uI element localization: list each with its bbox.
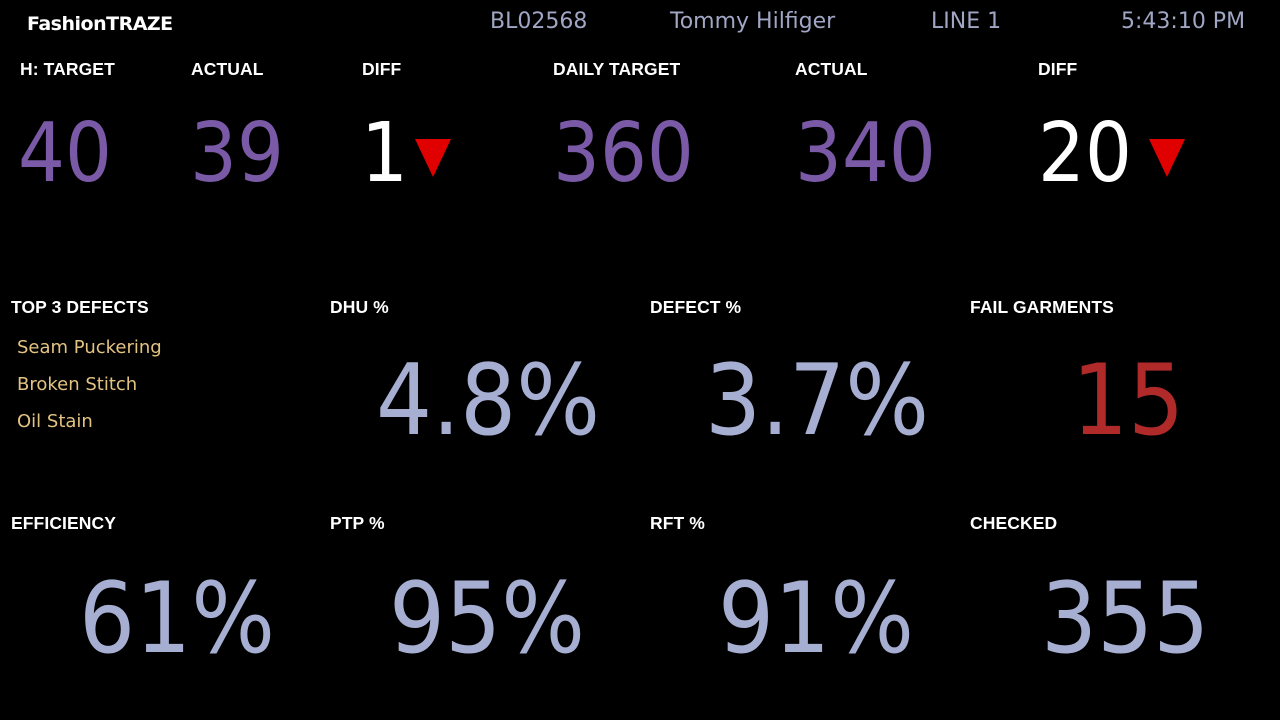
ptp-value: 95% — [389, 562, 586, 676]
efficiency-label: EFFICIENCY — [11, 513, 117, 533]
order-number: BL02568 — [490, 9, 588, 34]
defect-item-2: Broken Stitch — [17, 374, 138, 395]
rft-value: 91% — [718, 562, 915, 676]
ptp-label: PTP % — [330, 513, 385, 533]
efficiency-value: 61% — [79, 562, 276, 676]
hourly-target-label: H: TARGET — [20, 59, 115, 79]
defect-item-1: Seam Puckering — [17, 337, 162, 358]
defect-percent-value: 3.7% — [705, 344, 930, 458]
line-name: LINE 1 — [931, 9, 1002, 34]
daily-down-triangle-icon — [1149, 139, 1185, 177]
daily-target-value: 360 — [553, 106, 694, 201]
daily-diff-label: DIFF — [1038, 59, 1078, 79]
hourly-target-value: 40 — [18, 106, 112, 201]
hourly-diff-label: DIFF — [362, 59, 402, 79]
customer-name: Tommy Hilfiger — [670, 9, 836, 34]
top-defects-label: TOP 3 DEFECTS — [11, 297, 149, 317]
dhu-label: DHU % — [330, 297, 389, 317]
defect-percent-label: DEFECT % — [650, 297, 742, 317]
fail-garments-value: 15 — [1072, 344, 1185, 458]
dhu-value: 4.8% — [376, 344, 601, 458]
daily-actual-value: 340 — [795, 106, 936, 201]
hourly-diff-value: 1 — [361, 106, 408, 201]
hourly-actual-label: ACTUAL — [191, 59, 264, 79]
fail-garments-label: FAIL GARMENTS — [970, 297, 1114, 317]
hourly-actual-value: 39 — [190, 106, 284, 201]
rft-label: RFT % — [650, 513, 705, 533]
hourly-down-triangle-icon — [415, 139, 451, 177]
checked-label: CHECKED — [970, 513, 1058, 533]
checked-value: 355 — [1041, 562, 1210, 676]
daily-diff-value: 20 — [1038, 106, 1132, 201]
defect-item-3: Oil Stain — [17, 411, 93, 432]
brand-logo: FashionTRAZE — [27, 13, 173, 35]
daily-target-label: DAILY TARGET — [553, 59, 681, 79]
clock-time: 5:43:10 PM — [1121, 9, 1246, 34]
daily-actual-label: ACTUAL — [795, 59, 868, 79]
